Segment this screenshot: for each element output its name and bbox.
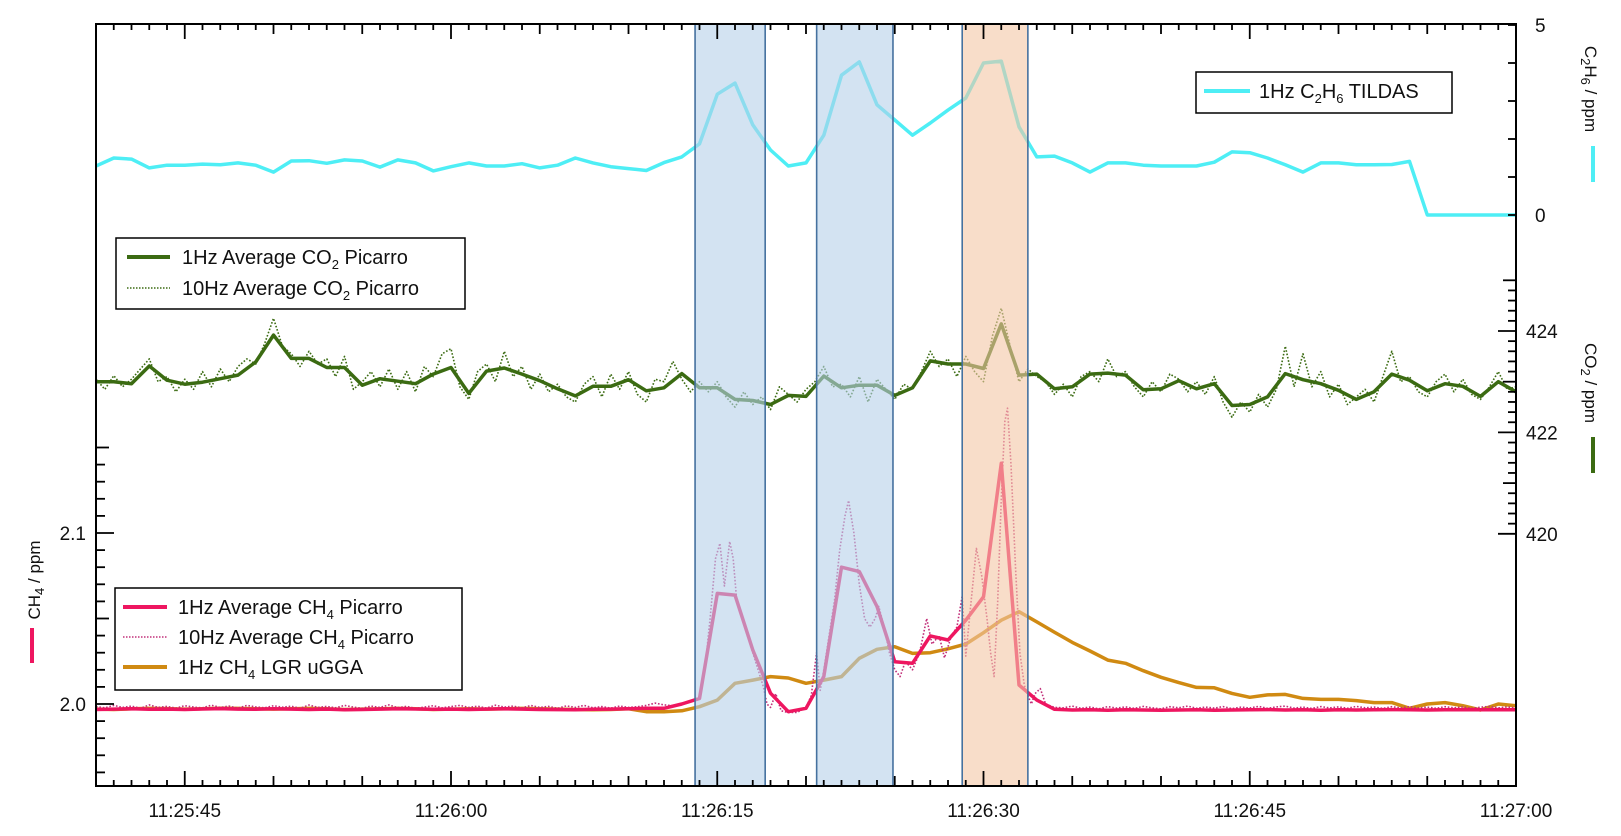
highlight-window-1-blue <box>694 23 766 787</box>
ch4-tick-label: 2.0 <box>60 695 86 716</box>
x-tick-label: 11:27:00 <box>1480 801 1553 822</box>
svg-text:CH4 / ppm: CH4 / ppm <box>25 540 47 619</box>
series-line-ch4-1hz <box>96 461 1516 714</box>
legend-label-c2h6-tildas: 1Hz C2H6 TILDAS <box>1259 81 1419 106</box>
series-layer <box>96 59 1516 714</box>
co2-tick-label: 424 <box>1526 322 1558 343</box>
co2-tick-label: 420 <box>1526 525 1558 546</box>
c2h6-tick-label: 5 <box>1535 16 1546 37</box>
co2-tick-label: 422 <box>1526 423 1558 444</box>
legend-co2: 1Hz Average CO2 Picarro 10Hz Average CO2… <box>115 237 466 310</box>
ch4-axis-title: CH4 / ppm <box>25 540 47 619</box>
x-tick-label: 11:26:45 <box>1213 801 1286 822</box>
c2h6-tick-label: 0 <box>1535 206 1546 227</box>
series-line-co2-1hz <box>96 322 1516 408</box>
legend-label-ch4-lgr: 1Hz CH4 LGR uGGA <box>178 657 364 682</box>
highlight-windows <box>694 23 1029 787</box>
x-tick-label: 11:26:30 <box>947 801 1020 822</box>
x-tick-label: 11:26:15 <box>681 801 754 822</box>
series-line-c2h6-tildas <box>96 59 1516 217</box>
x-tick-label: 11:26:00 <box>415 801 488 822</box>
legend-c2h6: 1Hz C2H6 TILDAS <box>1195 71 1453 114</box>
highlight-window-2-blue <box>815 23 894 787</box>
ch4-tick-label: 2.1 <box>60 524 86 545</box>
legend-ch4: 1Hz Average CH4 Picarro 10Hz Average CH4… <box>114 587 463 691</box>
legend-label-co2-1hz: 1Hz Average CO2 Picarro <box>182 247 408 272</box>
co2-axis-title: CO2 / ppm <box>1578 343 1600 423</box>
legend-label-ch4-1hz: 1Hz Average CH4 Picarro <box>178 597 403 622</box>
series-line-co2-10hz <box>96 307 1516 419</box>
axis-ticks: 11:25:45 11:26:00 11:26:15 11:26:30 11:26:45… <box>60 16 1559 822</box>
svg-text:C2H6 / ppm: C2H6 / ppm <box>1578 46 1600 132</box>
c2h6-axis-title: C2H6 / ppm <box>1578 46 1600 132</box>
legend-label-ch4-10hz: 10Hz Average CH4 Picarro <box>178 627 414 652</box>
svg-text:CO2 / ppm: CO2 / ppm <box>1578 343 1600 423</box>
x-tick-label: 11:25:45 <box>148 801 221 822</box>
legend-label-co2-10hz: 10Hz Average CO2 Picarro <box>182 278 419 303</box>
highlight-window-3-orange <box>961 23 1029 787</box>
